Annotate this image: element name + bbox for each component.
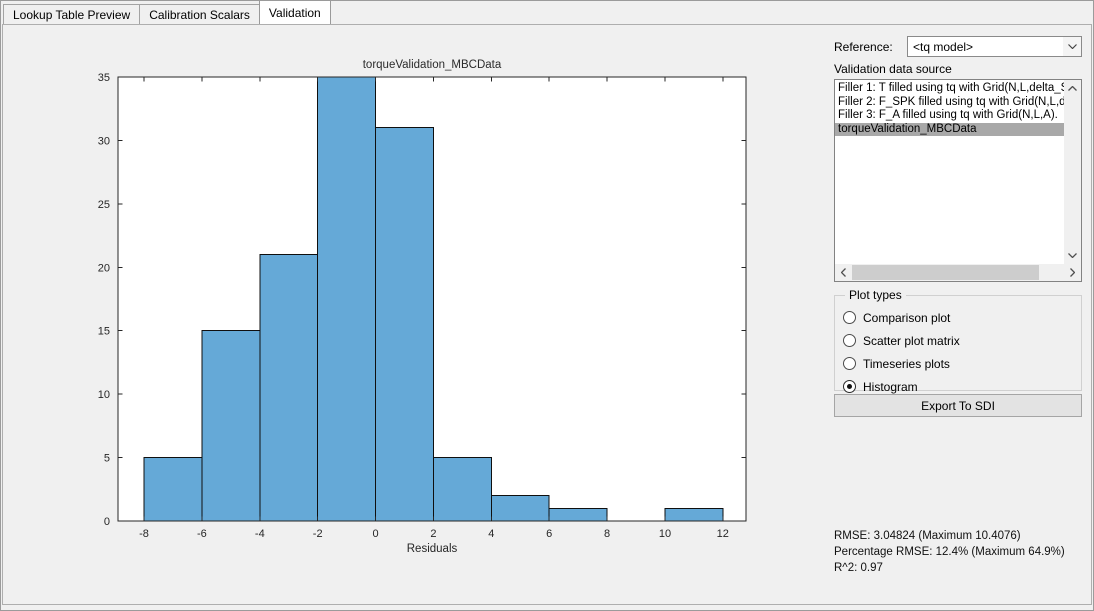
svg-text:20: 20 xyxy=(98,262,110,274)
svg-text:35: 35 xyxy=(98,72,110,84)
list-items: Filler 1: T filled using tq with Grid(N,… xyxy=(835,80,1064,264)
svg-text:0: 0 xyxy=(373,528,379,540)
plot-types-label: Plot types xyxy=(849,288,902,302)
svg-text:25: 25 xyxy=(98,199,110,211)
radio-comparison-plot[interactable]: Comparison plot xyxy=(843,306,1081,329)
svg-text:2: 2 xyxy=(430,528,436,540)
histogram-chart: -8 -6 -4 -2 0 2 4 6 8 10 12 0 5 10 15 20 25 30 35 torqueVal… xyxy=(98,59,747,555)
radio-icon xyxy=(843,357,856,370)
scroll-right-icon[interactable] xyxy=(1064,264,1081,281)
horizontal-scrollbar[interactable] xyxy=(835,264,1081,281)
scrollbar-thumb[interactable] xyxy=(852,265,1039,280)
svg-text:10: 10 xyxy=(659,528,671,540)
svg-text:-8: -8 xyxy=(139,528,149,540)
svg-text:8: 8 xyxy=(604,528,610,540)
export-to-sdi-button[interactable]: Export To SDI xyxy=(834,394,1082,417)
svg-text:-2: -2 xyxy=(313,528,323,540)
plot-types-group: Plot types Comparison plot Scatter plot … xyxy=(834,288,1082,394)
svg-text:30: 30 xyxy=(98,135,110,147)
radio-icon xyxy=(843,334,856,347)
svg-text:-6: -6 xyxy=(197,528,207,540)
scroll-left-icon[interactable] xyxy=(835,264,852,281)
percentage-rmse-line: Percentage RMSE: 12.4% (Maximum 64.9%) xyxy=(834,546,1065,558)
svg-text:-4: -4 xyxy=(255,528,265,540)
radio-histogram[interactable]: Histogram xyxy=(843,375,1081,398)
list-item[interactable]: Filler 1: T filled using tq with Grid(N,… xyxy=(838,82,1064,94)
reference-dropdown[interactable]: <tq model> xyxy=(907,36,1082,57)
svg-text:6: 6 xyxy=(546,528,552,540)
validation-data-source-label: Validation data source xyxy=(834,62,952,76)
tab-validation[interactable]: Validation xyxy=(258,0,331,24)
radio-timeseries-plots[interactable]: Timeseries plots xyxy=(843,352,1081,375)
rmse-stats: RMSE: 3.04824 (Maximum 10.4076) Percenta… xyxy=(834,528,1065,576)
svg-text:10: 10 xyxy=(98,389,110,401)
svg-text:4: 4 xyxy=(488,528,494,540)
svg-text:Residuals: Residuals xyxy=(407,543,458,555)
tab-lookup-table-preview[interactable]: Lookup Table Preview xyxy=(3,4,141,24)
validation-data-source-list: Filler 1: T filled using tq with Grid(N,… xyxy=(834,79,1082,282)
radio-selected-icon xyxy=(843,380,856,393)
rmse-line: RMSE: 3.04824 (Maximum 10.4076) xyxy=(834,530,1021,542)
vertical-scrollbar[interactable] xyxy=(1064,80,1081,264)
r-squared-line: R^2: 0.97 xyxy=(834,562,883,574)
svg-text:15: 15 xyxy=(98,326,110,338)
svg-text:torqueValidation_MBCData: torqueValidation_MBCData xyxy=(363,59,502,71)
radio-scatter-plot-matrix[interactable]: Scatter plot matrix xyxy=(843,329,1081,352)
list-item[interactable]: Filler 2: F_SPK filled using tq with Gri… xyxy=(838,95,1064,108)
svg-text:12: 12 xyxy=(717,528,729,540)
scroll-up-icon[interactable] xyxy=(1064,80,1081,97)
chevron-down-icon xyxy=(1063,37,1081,56)
tab-calibration-scalars[interactable]: Calibration Scalars xyxy=(139,4,260,24)
svg-text:0: 0 xyxy=(104,516,110,528)
scroll-down-icon[interactable] xyxy=(1064,247,1081,264)
radio-icon xyxy=(843,311,856,324)
list-item[interactable]: Filler 3: F_A filled using tq with Grid(… xyxy=(838,109,1058,122)
reference-dropdown-value: <tq model> xyxy=(913,39,974,54)
svg-text:5: 5 xyxy=(104,453,110,465)
list-item-selected[interactable]: torqueValidation_MBCData xyxy=(835,122,1064,137)
reference-label: Reference: xyxy=(834,40,893,54)
tab-bar: Lookup Table Preview Calibration Scalars… xyxy=(1,0,1093,24)
